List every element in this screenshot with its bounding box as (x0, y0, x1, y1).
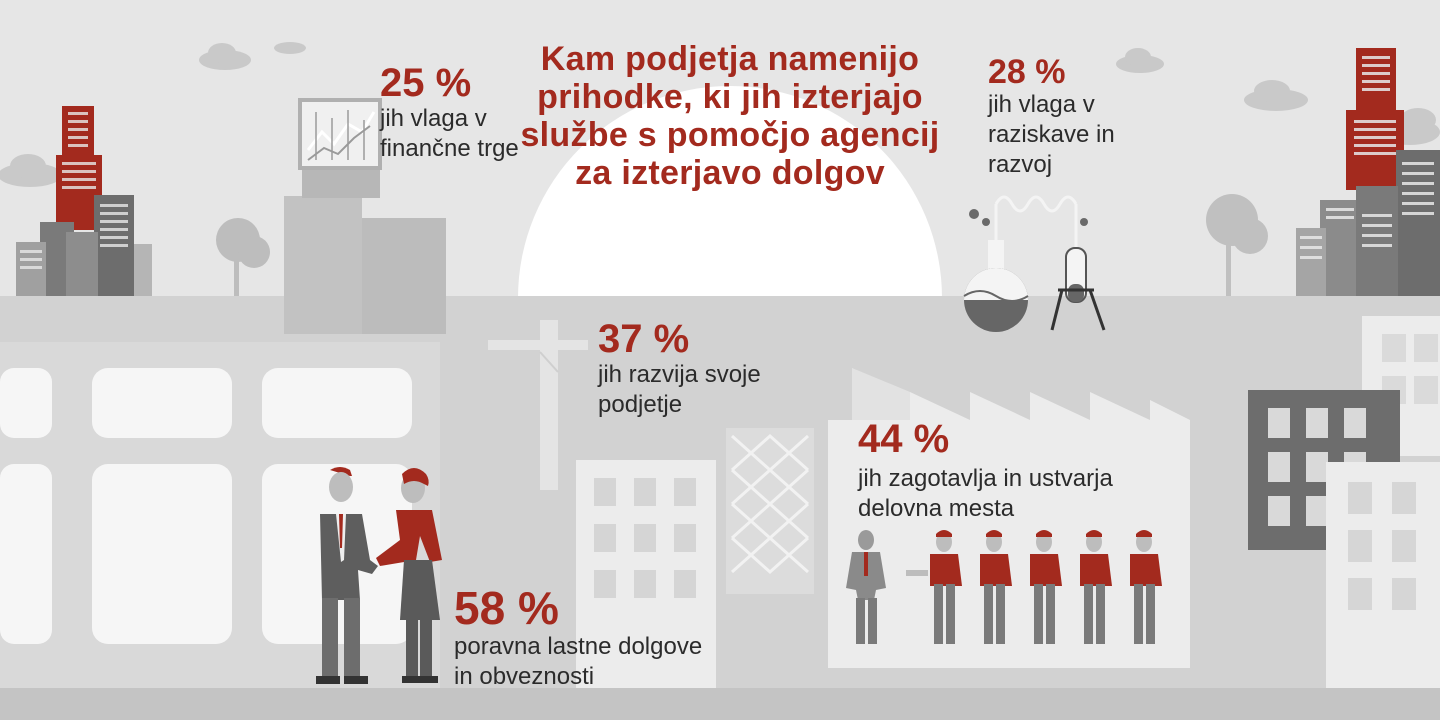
stat-label: jih vlaga v finančne trge (380, 105, 519, 162)
stat-label: jih zagotavlja in ustvarja delovna mesta (858, 465, 1113, 522)
street-band (0, 688, 1440, 720)
stat-label: poravna lastne dolgove in obveznosti (454, 633, 703, 690)
left-building (0, 342, 440, 688)
lab-flask-icon (963, 195, 1106, 332)
stat-financial-markets: 25 % jih vlaga v finančne trge (380, 62, 580, 164)
financial-building (284, 170, 446, 334)
handshake-icon (316, 467, 442, 684)
workers-icon (846, 530, 1162, 644)
stat-business-growth: 37 % jih razvija svoje podjetje (598, 318, 818, 420)
stat-percent: 25 % (380, 61, 472, 105)
stock-chart-icon (298, 98, 382, 170)
stat-research: 28 % jih vlaga v raziskave in razvoj (988, 54, 1188, 180)
page-title: Kam podjetja namenijo prihodke, ki jih i… (520, 40, 940, 192)
stat-percent: 28 % (988, 53, 1066, 91)
stat-label: jih razvija svoje podjetje (598, 361, 761, 418)
stat-label: jih vlaga v raziskave in razvoj (988, 91, 1115, 178)
stat-debts: 58 % poravna lastne dolgove in obveznost… (454, 584, 754, 692)
stat-percent: 37 % (598, 317, 690, 361)
cloud-icon (0, 42, 1440, 187)
stat-jobs: 44 % jih zagotavlja in ustvarja delovna … (858, 418, 1178, 524)
stat-percent: 44 % (858, 417, 950, 461)
middle-building (576, 428, 814, 688)
right-skyline (1296, 48, 1440, 296)
right-buildings (1248, 316, 1440, 688)
left-skyline (16, 106, 270, 296)
tree-right (1206, 194, 1268, 296)
stat-percent: 58 % (454, 582, 559, 634)
construction-crane-icon (488, 320, 588, 490)
